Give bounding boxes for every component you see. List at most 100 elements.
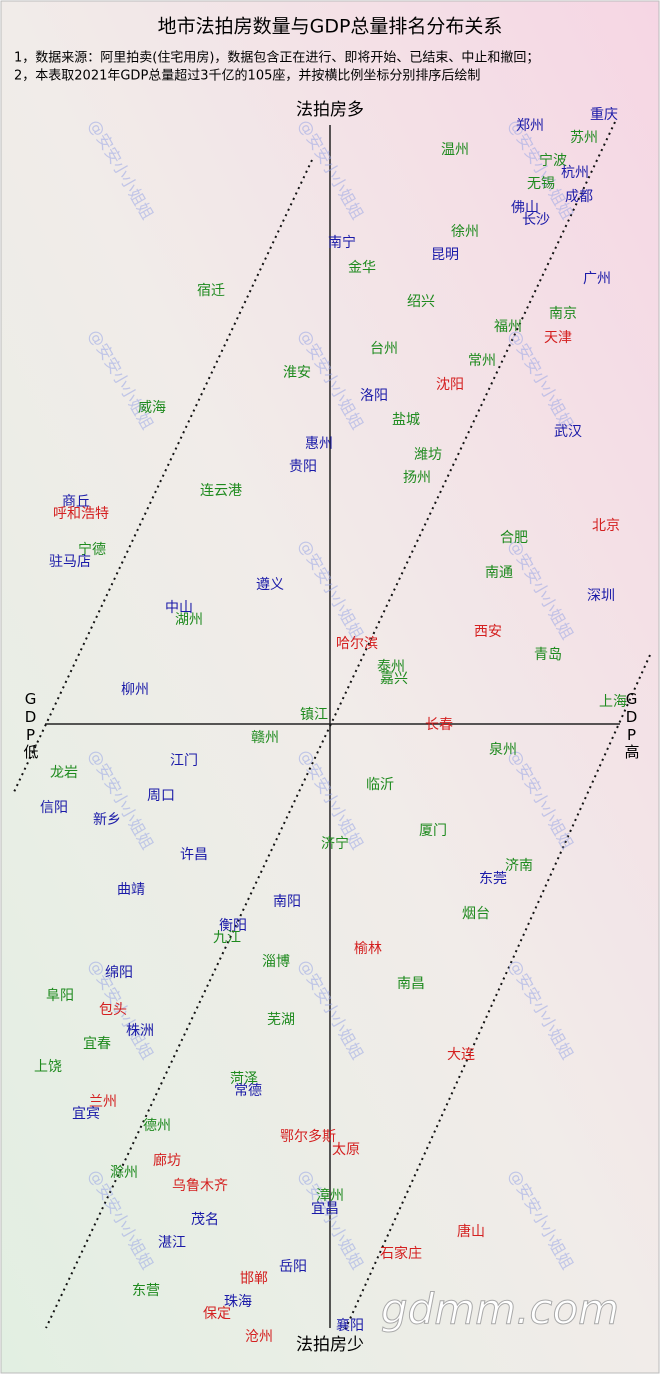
city-label: 宜春	[83, 1036, 111, 1052]
city-label: 呼和浩特	[53, 506, 109, 522]
city-label: 太原	[332, 1142, 360, 1158]
city-label: 唐山	[457, 1223, 485, 1240]
city-label: 阜阳	[46, 987, 74, 1004]
city-label: 上饶	[34, 1059, 62, 1075]
city-label: 重庆	[590, 107, 618, 123]
city-label: 沈阳	[436, 377, 464, 393]
title: 地市法拍房数量与GDP总量排名分布关系	[158, 16, 503, 38]
city-label: 绵阳	[105, 964, 133, 981]
city-label: 济南	[505, 858, 533, 874]
city-label: 苏州	[570, 130, 598, 146]
city-label: 福州	[494, 319, 522, 335]
axis-right: GDP高	[623, 690, 641, 759]
city-label: 株洲	[126, 1023, 154, 1039]
city-label: 许昌	[180, 847, 208, 863]
city-label: 常德	[234, 1083, 262, 1099]
city-label: 盐城	[392, 412, 420, 428]
axis-top: 法拍房多	[296, 100, 364, 120]
city-label: 包头	[99, 1002, 127, 1018]
city-label: 西安	[474, 624, 502, 640]
city-label: 珠海	[224, 1294, 252, 1310]
city-label: 无锡	[527, 176, 555, 192]
city-label: 青岛	[534, 647, 562, 663]
city-label: 广州	[583, 271, 611, 287]
city-label: 东营	[132, 1283, 160, 1299]
city-label: 龙岩	[50, 765, 78, 781]
city-label: 九江	[213, 930, 241, 946]
city-label: 泉州	[489, 741, 517, 758]
city-label: 长春	[425, 717, 453, 733]
city-label: 济宁	[321, 835, 349, 852]
city-label: 襄阳	[336, 1318, 364, 1334]
diagonals	[13, 121, 651, 1331]
city-label: 金华	[348, 260, 376, 276]
city-label: 绍兴	[407, 294, 435, 310]
city-label: 温州	[441, 142, 469, 158]
city-label: 柳州	[121, 681, 149, 698]
city-label: 天津	[544, 330, 572, 346]
city-label: 成都	[565, 189, 593, 205]
city-label: 宜昌	[311, 1201, 339, 1217]
city-label: 湛江	[158, 1235, 186, 1251]
city-label: 厦门	[419, 823, 447, 839]
city-label: 廊坊	[153, 1152, 181, 1169]
city-label: 深圳	[587, 588, 615, 604]
city-label: 威海	[138, 400, 166, 416]
city-label: 昆明	[431, 247, 459, 263]
city-label: 南阳	[273, 894, 301, 910]
city-label: 茂名	[191, 1211, 219, 1228]
city-label: 北京	[592, 518, 620, 534]
city-label: 岳阳	[279, 1259, 307, 1275]
city-label: 淮安	[283, 365, 311, 381]
city-label: 遵义	[256, 576, 284, 593]
city-label: 滁州	[110, 1165, 138, 1181]
note: 2，本表取2021年GDP总量超过3千亿的105座，并按横比例坐标分别排序后绘制	[14, 68, 480, 84]
city-label: 郑州	[516, 118, 544, 134]
city-label: 沧州	[245, 1328, 273, 1345]
city-label: 上海	[599, 694, 627, 710]
site: gdmm.com	[381, 1285, 619, 1334]
city-label: 东莞	[479, 871, 507, 887]
city-label: 潍坊	[414, 447, 442, 463]
city-label: 商丘	[62, 494, 90, 510]
city-label: 宁波	[539, 152, 567, 169]
city-label: 武汉	[554, 424, 582, 440]
city-label: 驻马店	[49, 554, 91, 570]
city-label: 信阳	[40, 800, 68, 816]
city-label: 佛山	[511, 200, 539, 216]
city-label: 杭州	[561, 165, 589, 181]
city-label: 长沙	[522, 212, 550, 228]
city-label: 周口	[147, 788, 175, 804]
city-label: 常州	[468, 353, 496, 369]
city-label: 保定	[203, 1306, 231, 1322]
city-label: 惠州	[305, 436, 333, 452]
city-label: 徐州	[451, 224, 479, 240]
city-label: 南通	[485, 565, 513, 581]
city-label: 湖州	[175, 612, 203, 628]
city-label: 洛阳	[360, 388, 388, 404]
city-label: 宜宾	[72, 1106, 100, 1122]
city-label: 邯郸	[240, 1271, 268, 1287]
city-label: 贵阳	[289, 459, 317, 475]
city-label: 新乡	[93, 812, 121, 828]
axis-bottom: 法拍房少	[296, 1335, 364, 1355]
city-label: 中山	[165, 600, 193, 616]
city-label: 宿迁	[197, 282, 225, 299]
city-label: 哈尔滨	[336, 636, 378, 652]
city-label: 嘉兴	[380, 671, 408, 687]
city-label: 泰州	[377, 659, 405, 675]
city-label: 大连	[447, 1047, 475, 1063]
city-label: 南昌	[397, 976, 425, 992]
city-label: 德州	[143, 1118, 171, 1134]
city-label: 南京	[549, 306, 577, 322]
city-label: 临沂	[366, 777, 394, 793]
city-label: 衡阳	[219, 918, 247, 934]
city-label: 连云港	[200, 483, 242, 499]
city-label: 石家庄	[380, 1245, 422, 1262]
city-label: 烟台	[462, 906, 490, 922]
city-label: 台州	[370, 341, 398, 357]
city-label: 江门	[170, 753, 198, 769]
city-label: 鄂尔多斯	[280, 1128, 336, 1145]
